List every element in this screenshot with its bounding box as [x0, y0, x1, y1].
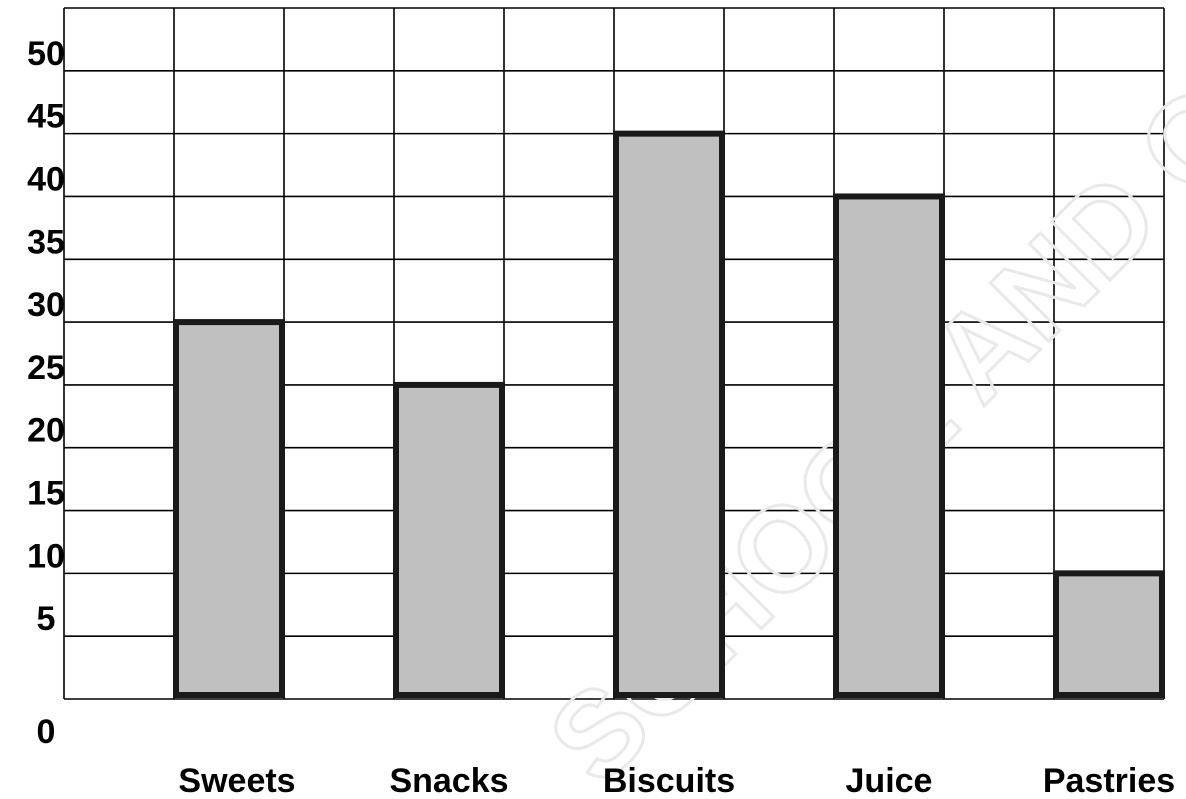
y-tick-label: 5 [37, 600, 56, 638]
x-category-label: Pastries [1043, 762, 1175, 799]
bar-snacks [393, 381, 505, 698]
x-category-label: Biscuits [603, 762, 735, 799]
bar-juice [833, 193, 945, 698]
y-tick-label: 20 [27, 412, 65, 450]
bars-group [173, 130, 1165, 699]
y-tick-label: 35 [27, 223, 65, 261]
y-axis-ticks: 0 5 10 15 20 25 30 35 40 45 50 [27, 35, 65, 751]
x-category-label: Juice [846, 762, 933, 799]
y-tick-label: 45 [27, 98, 65, 136]
x-axis-labels: Sweets Snacks Biscuits Juice Pastries [178, 762, 1175, 799]
x-category-label: Snacks [389, 762, 508, 799]
x-category-label: Sweets [178, 762, 295, 799]
bar-biscuits [613, 130, 725, 699]
y-tick-label: 10 [27, 537, 65, 575]
bar-sweets [173, 319, 285, 698]
y-tick-label: 40 [27, 160, 65, 198]
y-tick-label: 0 [37, 713, 56, 751]
y-tick-label: 25 [27, 349, 65, 387]
bar-pastries [1053, 570, 1165, 699]
y-tick-label: 15 [27, 475, 65, 513]
y-tick-label: 30 [27, 286, 65, 324]
y-tick-label: 50 [27, 35, 65, 73]
